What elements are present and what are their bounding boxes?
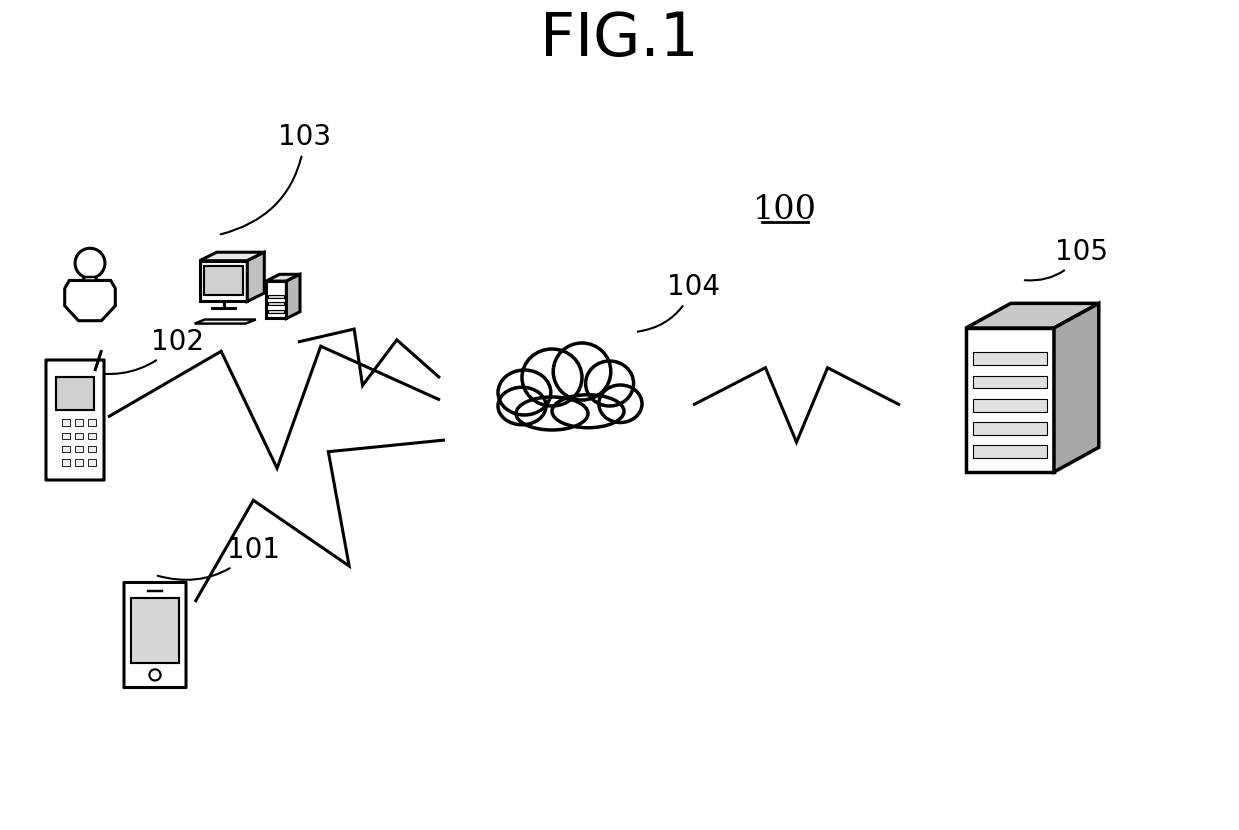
Ellipse shape	[475, 355, 667, 445]
Bar	[62, 446, 71, 452]
Text: 104: 104	[638, 273, 720, 332]
Polygon shape	[266, 281, 286, 319]
Ellipse shape	[598, 385, 642, 422]
Ellipse shape	[515, 397, 589, 430]
Ellipse shape	[586, 361, 633, 406]
Bar	[56, 377, 94, 410]
Polygon shape	[286, 274, 300, 319]
Polygon shape	[64, 281, 115, 320]
Circle shape	[76, 248, 105, 278]
Text: 102: 102	[83, 328, 204, 374]
Bar	[76, 419, 83, 426]
Bar	[973, 375, 1047, 388]
Bar	[973, 422, 1047, 435]
Bar	[88, 459, 95, 466]
Polygon shape	[199, 261, 248, 301]
Bar	[62, 459, 71, 466]
Ellipse shape	[553, 395, 624, 427]
Bar	[76, 432, 83, 439]
Bar	[76, 446, 83, 452]
Bar	[88, 432, 95, 439]
Text: 103: 103	[221, 123, 332, 234]
Polygon shape	[204, 266, 243, 295]
Polygon shape	[966, 303, 1099, 328]
Circle shape	[150, 669, 161, 681]
Bar	[62, 419, 71, 426]
Polygon shape	[248, 252, 264, 301]
Bar	[973, 353, 1047, 365]
FancyBboxPatch shape	[124, 583, 186, 687]
Polygon shape	[266, 274, 300, 281]
Bar	[76, 459, 83, 466]
Bar	[88, 446, 95, 452]
Bar	[88, 419, 95, 426]
Ellipse shape	[522, 349, 582, 406]
Polygon shape	[1054, 303, 1099, 472]
Bar	[973, 398, 1047, 412]
Polygon shape	[269, 310, 284, 313]
Polygon shape	[195, 320, 255, 324]
Polygon shape	[82, 277, 98, 281]
Bar	[973, 445, 1047, 457]
Bar	[131, 598, 180, 663]
Text: 105: 105	[1025, 238, 1109, 281]
Polygon shape	[199, 252, 264, 261]
Bar	[62, 432, 71, 439]
Polygon shape	[269, 295, 284, 298]
Text: 101: 101	[157, 536, 280, 580]
Text: 100: 100	[753, 194, 817, 226]
Ellipse shape	[553, 343, 611, 400]
Text: FIG.1: FIG.1	[540, 11, 699, 70]
Polygon shape	[966, 328, 1054, 472]
Ellipse shape	[498, 370, 551, 415]
Polygon shape	[269, 302, 284, 305]
Ellipse shape	[498, 388, 546, 425]
FancyBboxPatch shape	[46, 360, 104, 480]
